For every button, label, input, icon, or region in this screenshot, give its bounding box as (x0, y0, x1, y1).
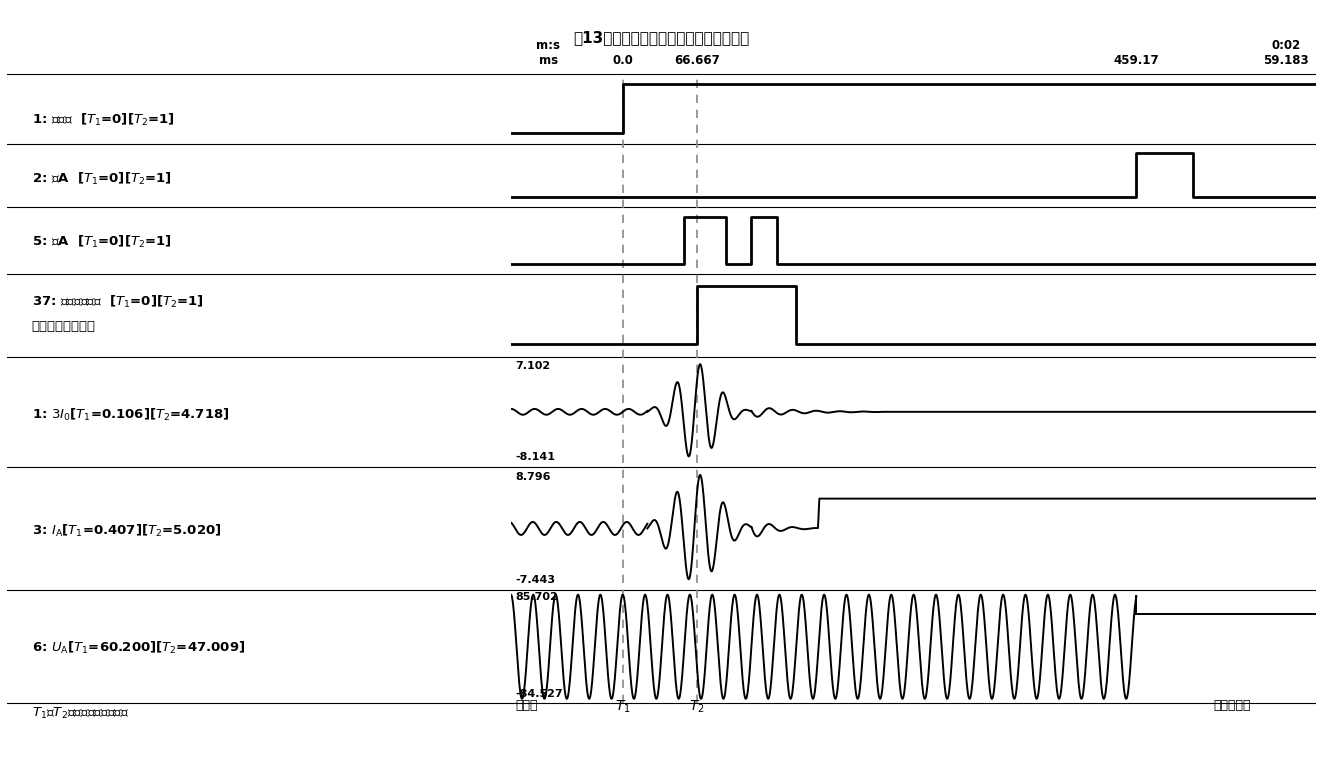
Text: 〆13》双回线高阻接地保护动作情况分析: 〆13》双回线高阻接地保护动作情况分析 (573, 31, 750, 46)
Text: （光纤差动跳闸）: （光纤差动跳闸） (32, 320, 95, 333)
Text: 459.17: 459.17 (1114, 54, 1159, 67)
Text: -84.527: -84.527 (516, 689, 564, 699)
Text: 无变化压缩: 无变化压缩 (1213, 699, 1252, 712)
Text: 1: $3I_0$[$T_1$=0.106][$T_2$=4.718]: 1: $3I_0$[$T_1$=0.106][$T_2$=4.718] (32, 407, 229, 423)
Text: 1: 总启动  [$T_1$=0][$T_2$=1]: 1: 总启动 [$T_1$=0][$T_2$=1] (32, 112, 175, 129)
Text: 85.702: 85.702 (516, 592, 558, 602)
Text: -8.141: -8.141 (516, 453, 556, 463)
Text: 66.667: 66.667 (675, 54, 720, 67)
Text: 2: 收A  [$T_1$=0][$T_2$=1]: 2: 收A [$T_1$=0][$T_2$=1] (32, 171, 172, 187)
Text: $T_2$: $T_2$ (689, 699, 705, 715)
Text: 6: $U_\mathrm{A}$[$T_1$=60.200][$T_2$=47.009]: 6: $U_\mathrm{A}$[$T_1$=60.200][$T_2$=47… (32, 640, 245, 656)
Text: 8.796: 8.796 (516, 472, 550, 482)
Text: 0.0: 0.0 (613, 54, 634, 67)
Text: $T_1$: $T_1$ (615, 699, 631, 715)
Text: 最大值: 最大值 (516, 699, 538, 712)
Text: -7.443: -7.443 (516, 575, 556, 585)
Text: 3: $I_\mathrm{A}$[$T_1$=0.407][$T_2$=5.020]: 3: $I_\mathrm{A}$[$T_1$=0.407][$T_2$=5.0… (32, 523, 221, 539)
Text: m:s
ms: m:s ms (536, 39, 560, 67)
Text: 0:02
59.183: 0:02 59.183 (1263, 39, 1308, 67)
Text: 7.102: 7.102 (516, 362, 550, 372)
Text: 37: 跳闸启动重合  [$T_1$=0][$T_2$=1]: 37: 跳闸启动重合 [$T_1$=0][$T_2$=1] (32, 293, 204, 309)
Text: $T_1$或$T_2$前一周期基波有效值: $T_1$或$T_2$前一周期基波有效值 (32, 705, 130, 721)
Text: 5: 发A  [$T_1$=0][$T_2$=1]: 5: 发A [$T_1$=0][$T_2$=1] (32, 234, 172, 250)
